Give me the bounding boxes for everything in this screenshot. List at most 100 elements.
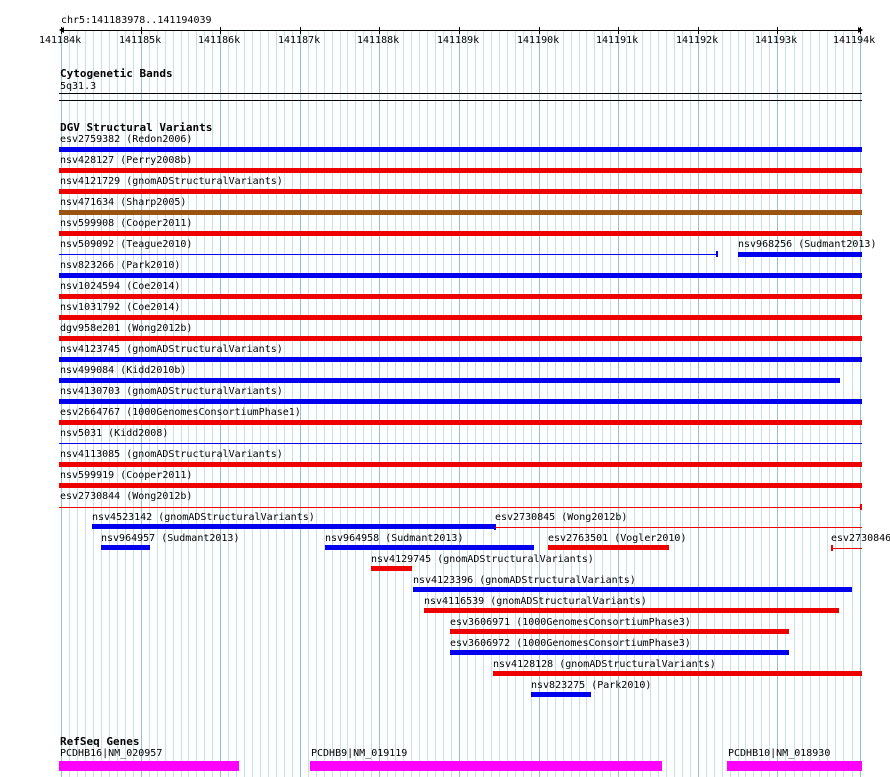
ruler-tick-label: 141192k — [676, 35, 719, 46]
variant-label[interactable]: nsv4130703 (gnomADStructuralVariants) — [60, 386, 283, 397]
variant-label[interactable]: esv2730845 (Wong2012b) — [495, 512, 628, 523]
variant-label[interactable]: nsv509092 (Teague2010) — [60, 239, 193, 250]
dgv-structural-variants-title: DGV Structural Variants — [60, 121, 213, 134]
variant-label[interactable]: nsv4129745 (gnomADStructuralVariants) — [371, 554, 594, 565]
variant-bar[interactable] — [325, 545, 534, 550]
ruler-tick-label: 141186k — [198, 35, 241, 46]
variant-bar[interactable] — [831, 548, 862, 549]
variant-bar[interactable] — [59, 462, 862, 467]
gene-label[interactable]: PCDHB9|NM_019119 — [311, 748, 408, 759]
cytoband-bottom-line — [59, 100, 862, 101]
variant-label[interactable]: nsv599908 (Cooper2011) — [60, 218, 193, 229]
variant-label[interactable]: nsv4128128 (gnomADStructuralVariants) — [493, 659, 716, 670]
ruler-tick — [698, 27, 699, 34]
variant-bar[interactable] — [59, 294, 862, 299]
ruler-axis[interactable] — [61, 30, 862, 31]
variant-bar[interactable] — [450, 650, 789, 655]
variant-bar[interactable] — [59, 507, 862, 508]
cytogenetic-bands-title: Cytogenetic Bands — [60, 67, 173, 80]
variant-bar[interactable] — [59, 357, 862, 362]
ruler-tick-label: 141193k — [755, 35, 798, 46]
location-label: chr5:141183978..141194039 — [61, 15, 212, 26]
ruler-tick — [459, 27, 460, 34]
variant-bar[interactable] — [59, 420, 862, 425]
gene-label[interactable]: PCDHB10|NM_018930 — [728, 748, 831, 759]
variant-bar[interactable] — [92, 524, 496, 529]
cytoband-label[interactable]: 5q31.3 — [60, 81, 97, 92]
variant-label[interactable]: nsv471634 (Sharp2005) — [60, 197, 187, 208]
ruler-tick-label: 141185k — [119, 35, 162, 46]
ruler-tick-label: 141188k — [357, 35, 400, 46]
variant-label[interactable]: nsv428127 (Perry2008b) — [60, 155, 193, 166]
ruler-tick — [61, 27, 62, 34]
variant-label[interactable]: dgv958e201 (Wong2012b) — [60, 323, 193, 334]
variant-bar[interactable] — [101, 545, 150, 550]
variant-bar[interactable] — [59, 147, 862, 152]
variant-label[interactable]: esv3606971 (1000GenomesConsortiumPhase3) — [450, 617, 691, 628]
variant-bar[interactable] — [59, 483, 862, 488]
variant-label[interactable]: nsv4113085 (gnomADStructuralVariants) — [60, 449, 283, 460]
variant-bar[interactable] — [59, 273, 862, 278]
variant-bar[interactable] — [424, 608, 839, 613]
variant-bar[interactable] — [413, 587, 852, 592]
variant-bar[interactable] — [59, 378, 840, 383]
variant-label[interactable]: nsv1031792 (Coe2014) — [60, 302, 181, 313]
ruler-tick — [220, 27, 221, 34]
variant-label[interactable]: nsv823275 (Park2010) — [531, 680, 652, 691]
variant-bar[interactable] — [450, 629, 789, 634]
variant-label[interactable]: nsv4121729 (gnomADStructuralVariants) — [60, 176, 283, 187]
gene-bar[interactable] — [310, 761, 662, 771]
ruler-tick-label: 141184k — [39, 35, 82, 46]
variant-label[interactable]: nsv4123396 (gnomADStructuralVariants) — [413, 575, 636, 586]
ruler-tick — [539, 27, 540, 34]
variant-label[interactable]: nsv823266 (Park2010) — [60, 260, 181, 271]
variant-label[interactable]: esv2730846 — [831, 533, 890, 544]
variant-label[interactable]: nsv964957 (Sudmant2013) — [101, 533, 240, 544]
variant-label[interactable]: esv3606972 (1000GenomesConsortiumPhase3) — [450, 638, 691, 649]
gene-bar[interactable] — [727, 761, 862, 771]
variant-bar[interactable] — [59, 443, 862, 444]
ruler-tick-label: 141194k — [833, 35, 876, 46]
variant-label[interactable]: nsv968256 (Sudmant2013) — [738, 239, 877, 250]
gene-label[interactable]: PCDHB16|NM_020957 — [60, 748, 163, 759]
variant-bar[interactable] — [59, 189, 862, 194]
variant-bar[interactable] — [371, 566, 412, 571]
variant-label[interactable]: esv2759382 (Redon2006) — [60, 134, 193, 145]
variant-bar[interactable] — [59, 168, 862, 173]
ruler-tick — [618, 27, 619, 34]
ruler-tick — [141, 27, 142, 34]
variant-label[interactable]: nsv964958 (Sudmant2013) — [325, 533, 464, 544]
variant-bar[interactable] — [59, 336, 862, 341]
gene-bar[interactable] — [59, 761, 239, 771]
variant-bar[interactable] — [548, 545, 669, 550]
variant-bar[interactable] — [493, 671, 862, 676]
variant-bar[interactable] — [495, 527, 862, 528]
variant-label[interactable]: nsv599919 (Cooper2011) — [60, 470, 193, 481]
variant-label[interactable]: esv2763501 (Vogler2010) — [548, 533, 687, 544]
variant-bar[interactable] — [531, 692, 591, 697]
variant-end-cap — [831, 545, 833, 551]
variant-label[interactable]: nsv1024594 (Coe2014) — [60, 281, 181, 292]
ruler-tick — [860, 27, 861, 34]
ruler-tick — [300, 27, 301, 34]
variant-label[interactable]: nsv4523142 (gnomADStructuralVariants) — [92, 512, 315, 523]
variant-label[interactable]: esv2730844 (Wong2012b) — [60, 491, 193, 502]
ruler-tick-label: 141189k — [437, 35, 480, 46]
ruler-tick-label: 141190k — [517, 35, 560, 46]
variant-bar[interactable] — [59, 399, 862, 404]
variant-label[interactable]: nsv5031 (Kidd2008) — [60, 428, 169, 439]
variant-bar[interactable] — [59, 231, 862, 236]
variant-label[interactable]: nsv4123745 (gnomADStructuralVariants) — [60, 344, 283, 355]
ruler-tick-label: 141191k — [596, 35, 639, 46]
variant-bar[interactable] — [59, 315, 862, 320]
variant-label[interactable]: esv2664767 (1000GenomesConsortiumPhase1) — [60, 407, 301, 418]
ruler-tick — [379, 27, 380, 34]
variant-label[interactable]: nsv499084 (Kidd2010b) — [60, 365, 187, 376]
variant-end-cap — [860, 504, 862, 510]
ruler-tick-label: 141187k — [278, 35, 321, 46]
variant-bar[interactable] — [59, 210, 862, 215]
variant-label[interactable]: nsv4116539 (gnomADStructuralVariants) — [424, 596, 647, 607]
variant-bar[interactable] — [59, 254, 718, 255]
variant-bar[interactable] — [738, 252, 862, 257]
